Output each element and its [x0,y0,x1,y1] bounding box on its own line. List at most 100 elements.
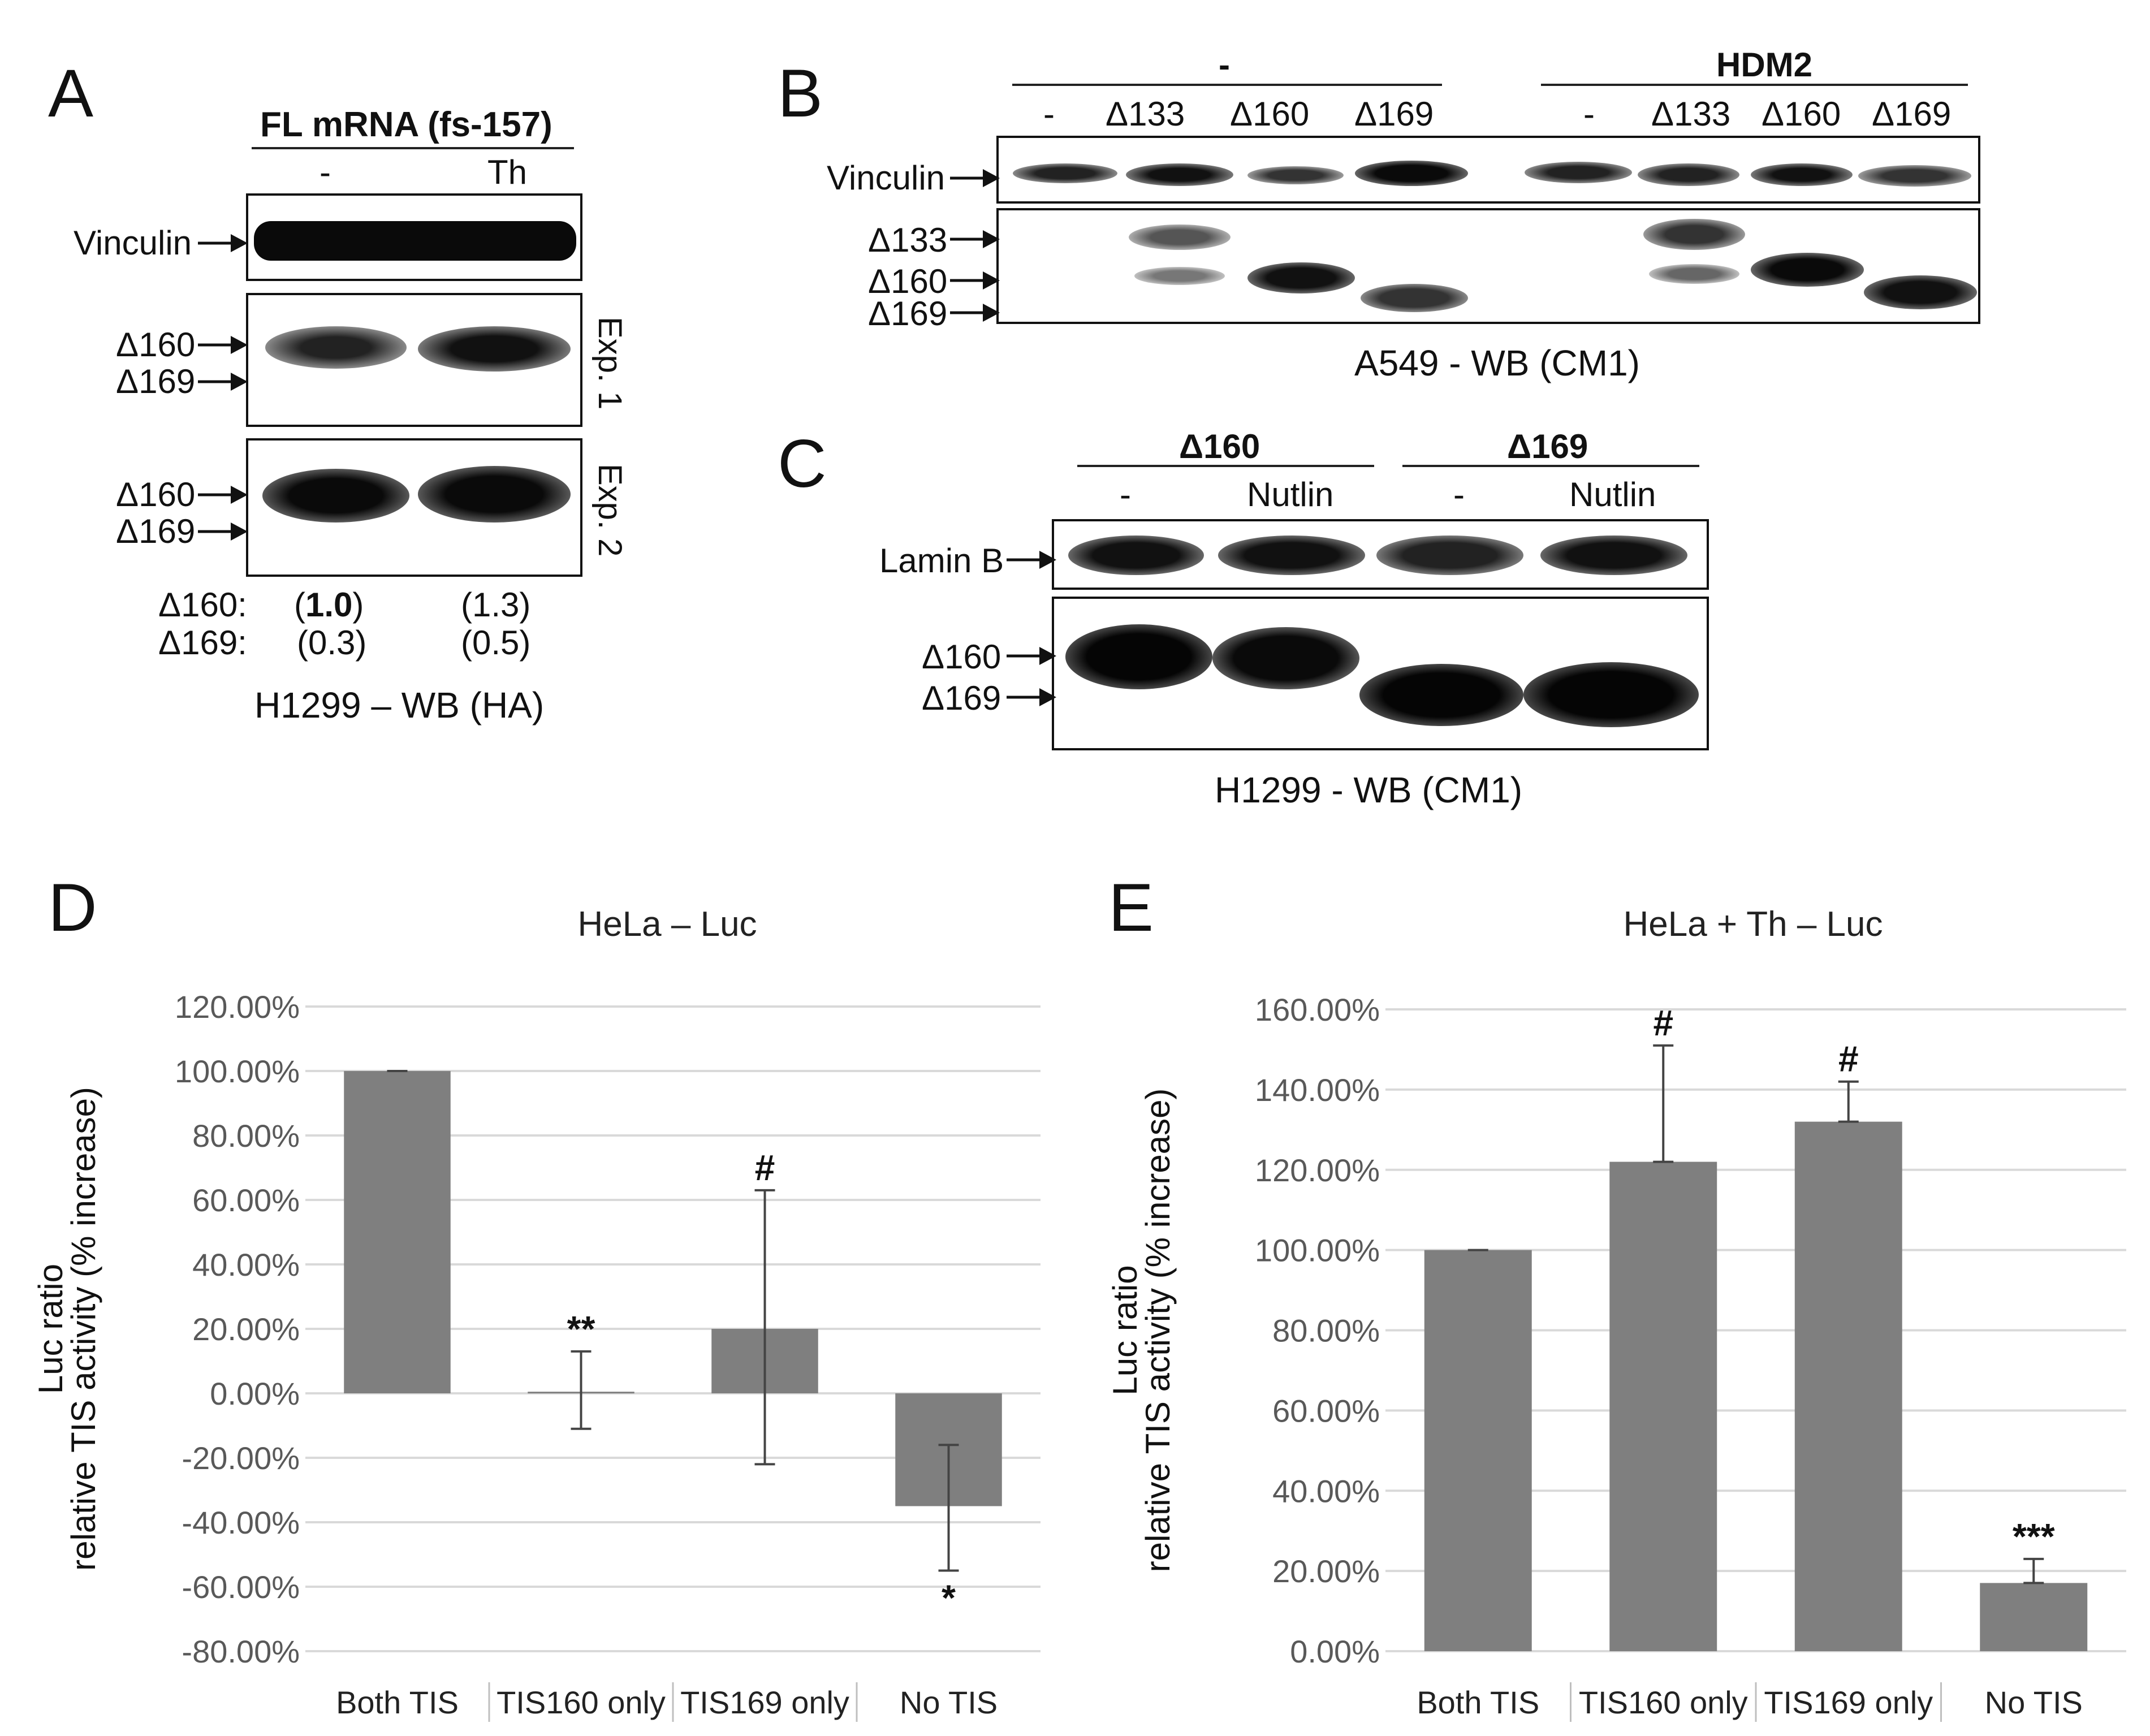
blot-band [1126,163,1233,186]
panel-b-lane-7: Δ160 [1762,95,1841,133]
x-category-label: No TIS [900,1685,998,1720]
y-axis-label-line1: Luc ratio [1106,1265,1144,1395]
panel-b-vinculin-label: Vinculin [827,159,946,197]
arrow-icon [198,522,248,541]
y-axis-label-line2: relative TIS activity (% increase) [1139,1089,1177,1573]
x-category-label: TIS169 only [680,1685,849,1720]
panel-letter-a: A [48,55,94,131]
blot-band [1129,224,1231,250]
panel-b-group1-line [1012,84,1442,86]
blot-band [418,326,571,372]
panel-a-exp2-side-label: Exp. 2 [592,464,628,557]
y-tick-label: 140.00% [1255,1072,1380,1108]
panel-a-quant-row1-value1: (1.0) [294,588,364,622]
arrow-icon [1007,688,1056,706]
x-category-label: Both TIS [336,1685,459,1720]
y-tick-label: -60.00% [182,1569,300,1605]
blot-band [1525,162,1632,183]
panel-a-quant-row2-label: Δ169: [158,624,247,662]
y-tick-label: 80.00% [192,1118,300,1154]
y-tick-label: -40.00% [182,1505,300,1540]
significance-marker: * [942,1578,956,1618]
blot-band [1218,536,1365,575]
y-tick-label: 20.00% [1272,1553,1380,1589]
panel-b-band-blot [996,208,1980,324]
panel-letter-d: D [48,870,97,945]
panel-a-exp2-label-160: Δ160 [116,476,196,513]
panel-a-quant-row2-value1: (0.3) [297,624,367,662]
blot-band [1359,664,1523,726]
panel-b-label-133: Δ133 [868,221,948,259]
bar [1424,1250,1532,1651]
blot-band [262,469,409,522]
blot-band [1638,163,1739,186]
arrow-icon [950,304,1000,322]
blot-band [1523,662,1699,727]
quant-paren: ( [294,586,305,624]
panel-a-exp1-side-label: Exp. 1 [592,317,628,410]
panel-b-group1: - [1219,46,1230,84]
panel-c-lane-4: Nutlin [1569,476,1656,513]
arrow-icon [198,234,248,252]
arrow-icon [950,230,1000,248]
x-category-label: TIS160 only [1579,1685,1748,1720]
panel-b-lane-1: - [1043,95,1055,133]
panel-a-lane-2: Th [487,153,528,191]
blot-band [1376,536,1523,575]
panel-c-lamin-blot [1052,519,1709,590]
panel-c-caption: H1299 - WB (CM1) [1215,770,1523,810]
y-tick-label: 20.00% [192,1311,300,1347]
panel-a-exp1-label-169: Δ169 [116,362,196,400]
y-tick-label: 60.00% [1272,1393,1380,1428]
panel-b-lane-4: Δ169 [1354,95,1434,133]
significance-marker: # [1653,1003,1673,1043]
chart-title: HeLa + Th – Luc [1623,905,1883,944]
arrow-icon [198,373,248,391]
panel-a-lane-1: - [320,153,331,191]
y-tick-label: 160.00% [1255,992,1380,1027]
panel-b-group2-line [1541,84,1968,86]
blot-band [1247,166,1344,184]
y-tick-label: 120.00% [1255,1152,1380,1188]
panel-b-group2: HDM2 [1716,46,1813,84]
blot-band [1540,536,1687,575]
panel-a-caption: H1299 – WB (HA) [254,685,545,726]
panel-b-lane-8: Δ169 [1872,95,1952,133]
y-axis-label-line1: Luc ratio [32,1264,70,1394]
x-category-label: TIS160 only [497,1685,666,1720]
y-tick-label: 100.00% [1255,1233,1380,1268]
panel-letter-c: C [778,426,827,502]
arrow-icon [950,271,1000,290]
blot-band [1212,627,1359,689]
arrow-icon [198,486,248,504]
blot-band [1643,219,1745,250]
panel-c-label-169: Δ169 [922,679,1001,717]
y-tick-label: 40.00% [1272,1473,1380,1509]
blot-band [1751,253,1864,287]
panel-b-label-160: Δ160 [868,262,948,300]
panel-a-quant-row1-label: Δ160: [158,586,247,624]
y-tick-label: 120.00% [175,989,300,1025]
panel-b-label-169: Δ169 [868,295,948,332]
significance-marker: # [755,1147,775,1188]
blot-band [265,326,407,369]
bar [1980,1583,2088,1651]
y-tick-label: 100.00% [175,1053,300,1089]
panel-letter-e: E [1108,870,1154,945]
panel-a-header-line [252,147,574,149]
panel-c-group1: Δ160 [1179,427,1260,465]
panel-letter-b: B [778,55,823,131]
arrow-label: Vinculin [74,224,192,262]
blot-band [1355,161,1468,186]
panel-a-header: FL mRNA (fs-157) [260,105,552,144]
x-category-label: Both TIS [1417,1685,1539,1720]
panel-c-group2-line [1402,465,1699,467]
blot-band [1013,163,1117,183]
panel-c-group2: Δ169 [1507,427,1588,465]
arrow-icon [1007,647,1056,665]
arrow-icon [198,336,248,354]
panel-a-exp2-blot [246,438,582,577]
y-tick-label: -20.00% [182,1440,300,1476]
blot-band [1858,165,1971,187]
